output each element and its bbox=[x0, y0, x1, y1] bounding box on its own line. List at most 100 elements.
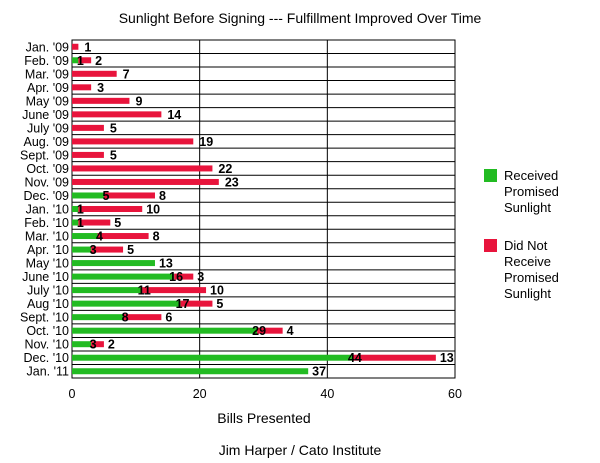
legend-label: Received bbox=[504, 168, 558, 183]
bar-not-received bbox=[97, 233, 149, 240]
bar-not-received bbox=[174, 273, 194, 280]
bar-not-received bbox=[78, 219, 111, 226]
bar-not-received bbox=[72, 124, 104, 131]
data-label-not-received: 5 bbox=[127, 243, 134, 257]
data-label-not-received: 2 bbox=[108, 338, 115, 352]
data-label-not-received: 5 bbox=[110, 121, 117, 135]
y-tick-label: May '10 bbox=[26, 257, 69, 271]
bar-received bbox=[72, 273, 175, 280]
data-label-not-received: 8 bbox=[159, 189, 166, 203]
data-label-not-received: 5 bbox=[114, 216, 121, 230]
legend-label: Promised bbox=[504, 270, 559, 285]
data-label-not-received: 8 bbox=[153, 230, 160, 244]
data-label-not-received: 22 bbox=[218, 162, 232, 176]
legend-swatch bbox=[484, 239, 497, 252]
bar-received bbox=[72, 260, 155, 267]
y-tick-label: July '09 bbox=[27, 121, 69, 135]
y-tick-label: May '09 bbox=[26, 94, 69, 108]
y-tick-label: Feb. '10 bbox=[24, 216, 69, 230]
y-tick-label: Dec. '09 bbox=[24, 189, 70, 203]
data-label-not-received: 9 bbox=[135, 94, 142, 108]
data-label-received: 4 bbox=[96, 230, 103, 244]
bar-not-received bbox=[72, 111, 162, 118]
y-tick-label: Jan. '11 bbox=[27, 365, 70, 379]
data-label-not-received: 13 bbox=[440, 351, 454, 365]
data-label-received: 17 bbox=[176, 297, 190, 311]
y-tick-label: Sept. '09 bbox=[20, 148, 69, 162]
y-tick-label: Sept. '10 bbox=[20, 311, 69, 325]
y-tick-label: Jan. '10 bbox=[26, 203, 69, 217]
data-label-received: 37 bbox=[312, 365, 326, 379]
bar-received bbox=[72, 57, 79, 64]
bar-not-received bbox=[91, 341, 104, 348]
data-label-received: 1 bbox=[77, 216, 84, 230]
y-tick-label: Apr. '10 bbox=[27, 243, 69, 257]
bar-received bbox=[72, 314, 124, 321]
bar-not-received bbox=[103, 192, 155, 199]
data-label-received: 1 bbox=[77, 203, 84, 217]
data-label-received: 3 bbox=[90, 243, 97, 257]
data-label-not-received: 3 bbox=[97, 81, 104, 95]
bar-received bbox=[72, 341, 92, 348]
data-label-received: 3 bbox=[90, 338, 97, 352]
bar-not-received bbox=[72, 70, 117, 77]
bar-received bbox=[72, 206, 79, 212]
y-tick-label: Nov. '10 bbox=[24, 338, 69, 352]
bar-not-received bbox=[78, 57, 92, 64]
bar-not-received bbox=[72, 151, 104, 158]
data-label-not-received: 4 bbox=[287, 324, 294, 338]
y-tick-label: Nov. '09 bbox=[24, 175, 69, 189]
legend-label: Sunlight bbox=[504, 200, 551, 215]
data-label-received: 29 bbox=[252, 324, 266, 338]
data-label-not-received: 5 bbox=[110, 148, 117, 162]
data-label-not-received: 3 bbox=[197, 270, 204, 284]
y-tick-label: July '10 bbox=[27, 284, 69, 298]
bar-received bbox=[72, 287, 143, 294]
bar-not-received bbox=[78, 206, 143, 212]
x-tick-label: 60 bbox=[448, 387, 462, 401]
y-tick-label: Oct. '10 bbox=[26, 324, 69, 338]
data-label-received: 8 bbox=[122, 311, 129, 325]
data-label-received: 1 bbox=[77, 54, 84, 68]
data-label-not-received: 10 bbox=[210, 284, 224, 298]
bar-received bbox=[72, 219, 79, 226]
bar-not-received bbox=[180, 300, 213, 307]
y-tick-label: June '10 bbox=[22, 270, 69, 284]
y-tick-label: Jan. '09 bbox=[26, 40, 69, 54]
legend-label: Promised bbox=[504, 184, 559, 199]
bar-not-received bbox=[72, 165, 213, 172]
y-tick-label: Dec. '10 bbox=[24, 351, 70, 365]
data-label-not-received: 23 bbox=[225, 175, 239, 189]
data-label-not-received: 2 bbox=[95, 54, 102, 68]
data-label-not-received: 7 bbox=[123, 67, 130, 81]
data-label-not-received: 1 bbox=[84, 40, 91, 54]
legend-label: Did Not bbox=[504, 238, 548, 253]
chart-title: Sunlight Before Signing --- Fulfillment … bbox=[119, 10, 482, 26]
bar-received bbox=[72, 233, 98, 240]
data-label-received: 5 bbox=[102, 189, 109, 203]
data-label-not-received: 10 bbox=[146, 203, 160, 217]
x-tick-label: 20 bbox=[193, 387, 207, 401]
credit-text: Jim Harper / Cato Institute bbox=[219, 442, 382, 458]
x-tick-label: 0 bbox=[69, 387, 76, 401]
data-label-received: 44 bbox=[348, 351, 362, 365]
y-tick-label: Aug '10 bbox=[27, 297, 69, 311]
data-label-not-received: 5 bbox=[216, 297, 223, 311]
bar-not-received bbox=[72, 84, 92, 91]
data-label-received: 13 bbox=[159, 257, 173, 271]
data-label-received: 11 bbox=[138, 284, 151, 298]
bar-not-received bbox=[72, 178, 219, 185]
y-tick-label: Apr. '09 bbox=[27, 81, 69, 95]
bar-not-received bbox=[142, 287, 207, 294]
legend-swatch bbox=[484, 169, 497, 182]
bar-not-received bbox=[352, 354, 436, 361]
y-tick-label: Mar. '10 bbox=[25, 230, 69, 244]
y-tick-label: Oct. '09 bbox=[26, 162, 69, 176]
x-axis-label: Bills Presented bbox=[217, 410, 310, 426]
y-tick-label: Aug. '09 bbox=[24, 135, 70, 149]
bar-not-received bbox=[72, 43, 79, 50]
y-tick-label: Mar. '09 bbox=[25, 67, 69, 81]
